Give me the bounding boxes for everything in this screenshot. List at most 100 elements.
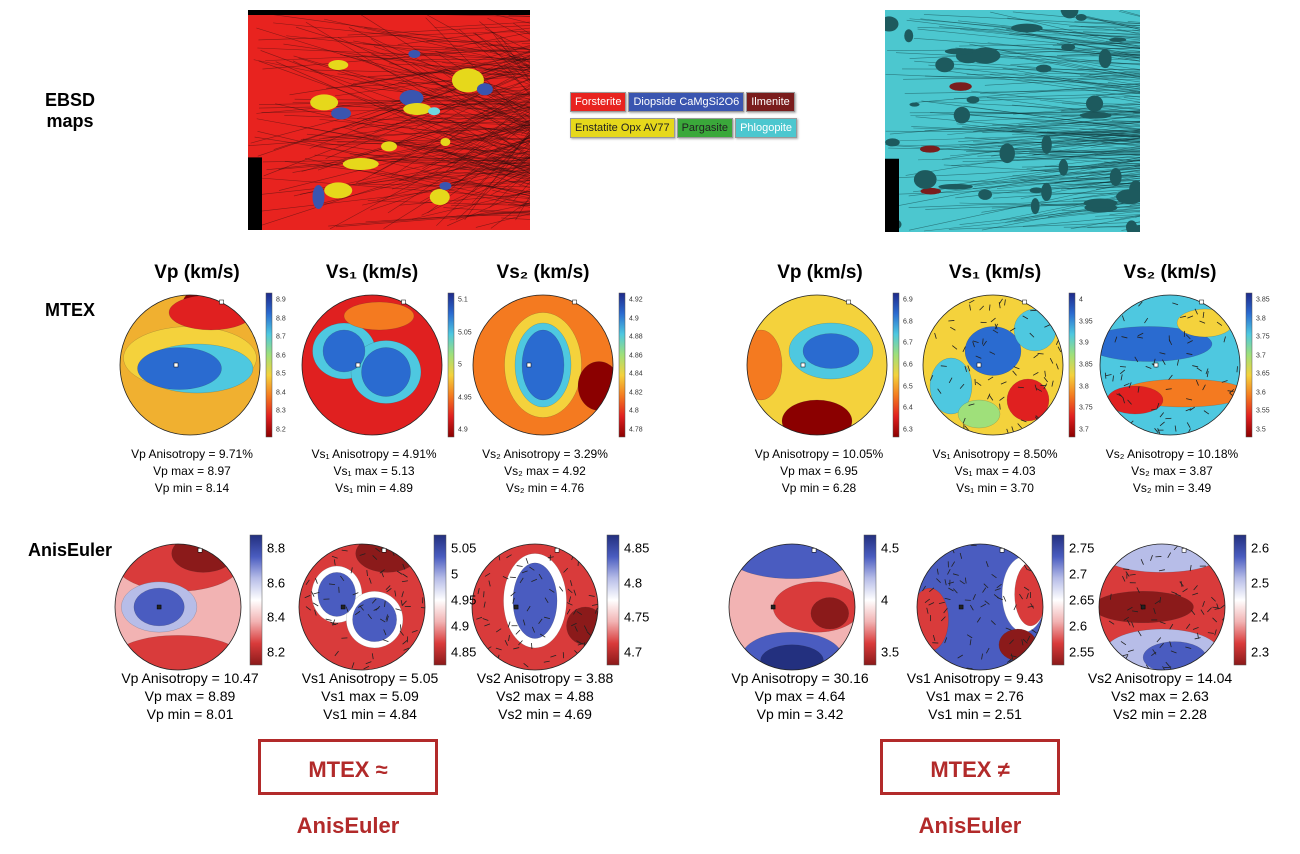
extreme-marker xyxy=(812,548,816,552)
phase-grain xyxy=(978,189,992,200)
pole-figure xyxy=(923,295,1063,435)
contour-region xyxy=(782,400,852,442)
stat-line: Vs₁ Anisotropy = 4.91% xyxy=(311,447,436,461)
extreme-marker xyxy=(1154,363,1158,367)
phase-grain xyxy=(439,182,451,190)
grain-boundary xyxy=(1115,67,1300,220)
stat-line: Vs₂ min = 3.49 xyxy=(1133,481,1211,495)
conclusion-box: MTEX ≠ AnisEuler xyxy=(880,739,1060,795)
contour-region xyxy=(958,400,1000,428)
pole-figure xyxy=(911,544,1046,670)
colorbar-label: 2.5 xyxy=(1251,575,1269,590)
stat-line: Vp Anisotropy = 10.05% xyxy=(755,447,883,461)
colorbar-label: 6.8 xyxy=(903,318,913,325)
grain-boundary xyxy=(1116,150,1300,159)
stat-line: Vs₂ max = 3.87 xyxy=(1131,464,1213,478)
phase-grain xyxy=(938,184,973,190)
stat-line: Vs1 max = 5.09 xyxy=(321,688,419,704)
polarization-tick xyxy=(400,624,401,630)
colorbar xyxy=(1069,293,1075,437)
contour-region xyxy=(318,572,356,616)
phase-grain xyxy=(1000,144,1015,164)
legend-item: Pargasite xyxy=(677,118,733,138)
grain-boundary xyxy=(1114,90,1300,196)
stat-line: Vs2 max = 2.63 xyxy=(1111,688,1209,704)
stat-line: Vs2 min = 4.69 xyxy=(498,706,592,722)
contour-region xyxy=(567,607,605,645)
colorbar-label: 4.82 xyxy=(629,389,643,396)
extreme-marker xyxy=(1200,300,1204,304)
phase-grain xyxy=(313,185,325,209)
colorbar-label: 3.7 xyxy=(1256,352,1266,359)
grain-boundary xyxy=(1139,59,1300,179)
colorbar-label: 3.8 xyxy=(1256,315,1266,322)
phase-grain xyxy=(428,107,440,115)
extreme-marker xyxy=(1141,605,1145,609)
phase-grain xyxy=(331,107,351,119)
colorbar-label: 8.6 xyxy=(276,352,286,359)
stat-line: Vp Anisotropy = 30.16 xyxy=(731,670,868,686)
colorbar-label: 6.3 xyxy=(903,427,913,434)
stat-line: Vs1 max = 2.76 xyxy=(926,688,1024,704)
stat-line: Vs1 min = 2.51 xyxy=(928,706,1022,722)
phase-grain xyxy=(1061,2,1079,18)
grain-boundary xyxy=(1121,125,1300,231)
ebsd-map xyxy=(871,2,1300,236)
extreme-marker xyxy=(382,548,386,552)
colorbar-label: 3.5 xyxy=(1256,427,1266,434)
colorbar-label: 4.75 xyxy=(624,610,649,625)
phase-grain xyxy=(909,102,919,106)
extreme-marker xyxy=(402,300,406,304)
phase-grain xyxy=(1086,95,1103,111)
pole-figure xyxy=(120,288,260,435)
extreme-marker xyxy=(198,548,202,552)
colorbar-label: 4.95 xyxy=(451,593,476,608)
pole-figure xyxy=(1093,541,1226,673)
colorbar-label: 5.05 xyxy=(451,541,476,556)
extreme-marker xyxy=(801,363,805,367)
phase-grain xyxy=(1110,168,1122,186)
extreme-marker xyxy=(157,605,161,609)
colorbar-label: 5 xyxy=(451,567,458,582)
stat-line: Vs2 Anisotropy = 3.88 xyxy=(477,670,614,686)
phase-grain xyxy=(1059,159,1068,176)
stat-line: Vp min = 3.42 xyxy=(757,706,844,722)
grain-boundary xyxy=(1120,10,1300,227)
grain-boundary xyxy=(521,172,664,205)
colorbar xyxy=(448,293,454,437)
phase-grain xyxy=(408,50,420,58)
colorbar-label: 8.8 xyxy=(267,541,285,556)
colorbar-label: 8.2 xyxy=(276,427,286,434)
colorbar xyxy=(864,535,876,665)
phase-grain xyxy=(1061,43,1075,50)
stat-line: Vs1 Anisotropy = 9.43 xyxy=(907,670,1044,686)
stat-line: Vp Anisotropy = 10.47 xyxy=(121,670,258,686)
phase-grain xyxy=(885,138,900,146)
colorbar xyxy=(250,535,262,665)
extreme-marker xyxy=(527,363,531,367)
colorbar-label: 6.4 xyxy=(903,405,913,412)
stat-line: Vp min = 8.14 xyxy=(155,481,229,495)
pole-figure xyxy=(115,535,241,680)
colorbar-label: 4.9 xyxy=(451,619,469,634)
phase-grain xyxy=(949,82,971,91)
grain-boundary xyxy=(1129,91,1300,224)
phase-grain xyxy=(1042,135,1052,154)
legend-item: Ilmenite xyxy=(746,92,795,112)
colorbar-label: 2.3 xyxy=(1251,645,1269,660)
pole-figure xyxy=(302,295,442,435)
stat-line: Vs₂ min = 4.76 xyxy=(506,481,584,495)
stat-line: Vs₁ min = 4.89 xyxy=(335,481,413,495)
map-mask xyxy=(885,159,899,232)
grain-boundary xyxy=(1135,41,1300,84)
colorbar-label: 4 xyxy=(881,593,888,608)
stat-line: Vs₂ Anisotropy = 10.18% xyxy=(1106,447,1238,461)
phase-grain xyxy=(1030,187,1044,193)
contour-region xyxy=(1014,309,1056,351)
extreme-marker xyxy=(174,363,178,367)
colorbar-label: 4.7 xyxy=(624,645,642,660)
contour-region xyxy=(803,334,859,369)
row-label: MTEX xyxy=(30,300,110,321)
grain-boundary xyxy=(1120,56,1300,127)
colorbar xyxy=(893,293,899,437)
